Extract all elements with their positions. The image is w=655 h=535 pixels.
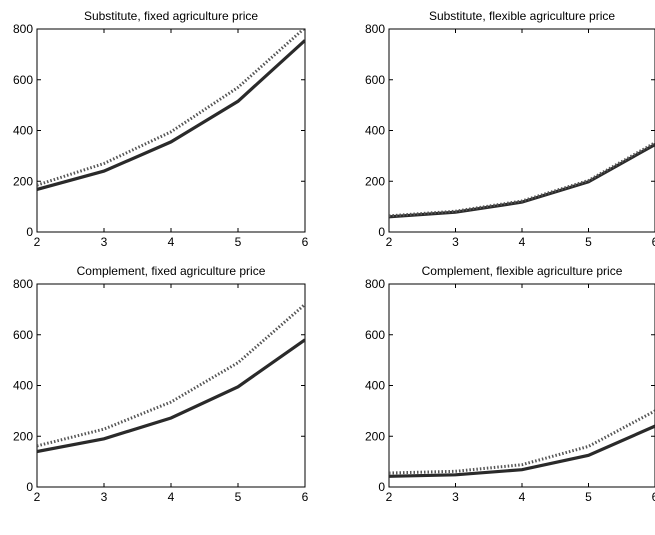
x-tick-label: 2 bbox=[386, 490, 393, 504]
x-tick-label: 3 bbox=[452, 235, 459, 249]
chart-title: Substitute, fixed agriculture price bbox=[84, 9, 258, 23]
x-tick-label: 3 bbox=[452, 490, 459, 504]
y-tick-label: 800 bbox=[13, 277, 33, 291]
x-tick-label: 2 bbox=[34, 490, 41, 504]
y-tick-label: 600 bbox=[365, 73, 385, 87]
chart-panel-1: Substitute, fixed agriculture price 2 3 4 5 6… bbox=[13, 9, 309, 249]
chart-panel-4: Complement, flexible agriculture price 2 3… bbox=[365, 264, 655, 504]
x-tick-label: 4 bbox=[168, 235, 175, 249]
y-tick-label: 400 bbox=[13, 379, 33, 393]
y-tick-label: 0 bbox=[26, 480, 33, 494]
y-tick-label: 0 bbox=[378, 225, 385, 239]
x-tick-label: 4 bbox=[519, 490, 526, 504]
y-tick-label: 600 bbox=[365, 328, 385, 342]
x-tick-label: 2 bbox=[34, 235, 41, 249]
x-tick-label: 3 bbox=[101, 490, 108, 504]
x-tick-label: 2 bbox=[386, 235, 393, 249]
y-tick-label: 400 bbox=[13, 124, 33, 138]
x-tick-label: 6 bbox=[302, 235, 309, 249]
chart-title: Substitute, flexible agriculture price bbox=[429, 9, 615, 23]
dotted-series-line bbox=[37, 303, 305, 448]
x-tick-label: 6 bbox=[652, 490, 655, 504]
y-tick-label: 400 bbox=[365, 124, 385, 138]
solid-series-line bbox=[37, 39, 305, 191]
x-tick-label: 6 bbox=[652, 235, 655, 249]
plot-area-frame bbox=[36, 283, 306, 488]
chart-title: Complement, flexible agriculture price bbox=[422, 264, 623, 278]
y-tick-label: 0 bbox=[378, 480, 385, 494]
x-tick-label: 3 bbox=[101, 235, 108, 249]
y-tick-label: 200 bbox=[13, 174, 33, 188]
x-tick-label: 5 bbox=[585, 235, 592, 249]
dotted-series-line bbox=[389, 141, 655, 218]
x-tick-label: 5 bbox=[585, 490, 592, 504]
y-tick-label: 200 bbox=[13, 429, 33, 443]
solid-series-line bbox=[389, 143, 655, 219]
x-tick-label: 6 bbox=[302, 490, 309, 504]
y-tick-label: 600 bbox=[13, 328, 33, 342]
plot-area-frame bbox=[388, 283, 655, 488]
y-tick-label: 800 bbox=[365, 22, 385, 36]
y-tick-label: 400 bbox=[365, 379, 385, 393]
chart-panel-3: Complement, fixed agriculture price 2 3 4 5 6… bbox=[13, 264, 309, 504]
y-tick-label: 200 bbox=[365, 429, 385, 443]
y-tick-label: 600 bbox=[13, 73, 33, 87]
x-tick-label: 5 bbox=[235, 235, 242, 249]
dotted-series-line bbox=[37, 29, 305, 187]
x-tick-label: 4 bbox=[168, 490, 175, 504]
solid-series-line bbox=[389, 424, 655, 478]
y-tick-label: 800 bbox=[13, 22, 33, 36]
y-tick-label: 200 bbox=[365, 174, 385, 188]
chart-title: Complement, fixed agriculture price bbox=[77, 264, 266, 278]
x-tick-label: 5 bbox=[235, 490, 242, 504]
y-tick-label: 0 bbox=[26, 225, 33, 239]
plot-area-frame bbox=[36, 28, 306, 233]
x-tick-label: 4 bbox=[519, 235, 526, 249]
solid-series-line bbox=[37, 338, 305, 454]
chart-panel-2: Substitute, flexible agriculture price 2 3… bbox=[365, 9, 655, 249]
y-tick-label: 800 bbox=[365, 277, 385, 291]
dotted-series-line bbox=[389, 409, 655, 475]
